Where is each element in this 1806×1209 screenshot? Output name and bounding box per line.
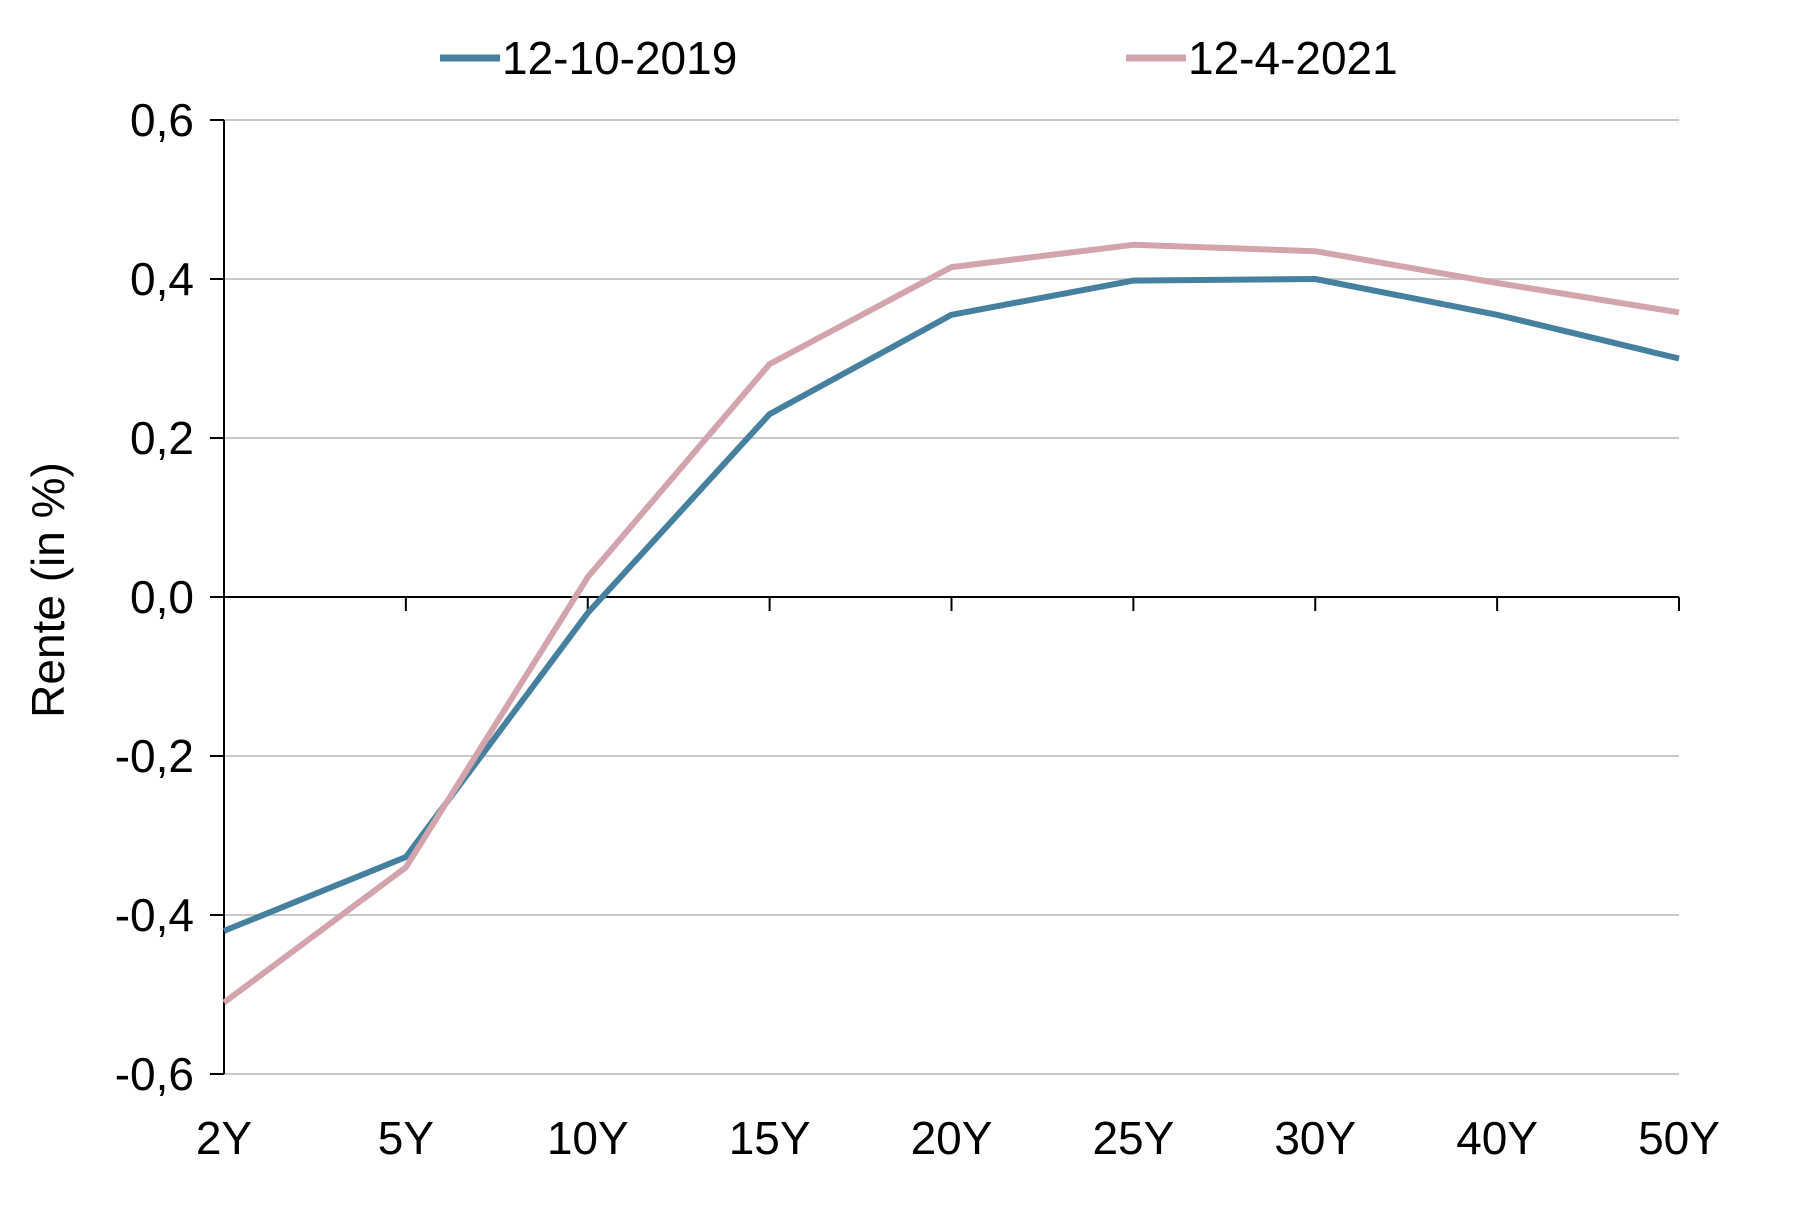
x-tick-label: 40Y — [1456, 1112, 1538, 1164]
series-line-2 — [222, 241, 1680, 1005]
x-tick-label: 30Y — [1274, 1112, 1356, 1164]
x-tick-label: 5Y — [378, 1112, 434, 1164]
legend-label: 12-4-2021 — [1188, 32, 1398, 84]
x-tick-label: 20Y — [911, 1112, 993, 1164]
x-tick-label: 15Y — [729, 1112, 811, 1164]
x-tick-label: 2Y — [196, 1112, 252, 1164]
series-lines — [222, 241, 1680, 1005]
axes: -0,6 -0,4 -0,2 0,0 0,2 0,4 0,6 2Y 5Y 10Y 15Y 20Y 25Y… — [115, 94, 1720, 1164]
gridlines — [224, 119, 1679, 1075]
legend: 12-10-2019 12-4-2021 — [440, 32, 1398, 84]
x-tick-label: 10Y — [547, 1112, 629, 1164]
y-axis-title: Rente (in %) — [22, 462, 74, 718]
y-tick-label: -0,2 — [115, 730, 194, 782]
x-tick-label: 25Y — [1092, 1112, 1174, 1164]
y-tick-label: 0,4 — [130, 253, 194, 305]
y-tick-label: 0,6 — [130, 94, 194, 146]
legend-label: 12-10-2019 — [502, 32, 737, 84]
y-tick-label: 0,0 — [130, 571, 194, 623]
y-tick-label: -0,6 — [115, 1048, 194, 1100]
x-tick-label: 50Y — [1638, 1112, 1720, 1164]
y-tick-label: 0,2 — [130, 412, 194, 464]
y-tick-label: -0,4 — [115, 889, 194, 941]
